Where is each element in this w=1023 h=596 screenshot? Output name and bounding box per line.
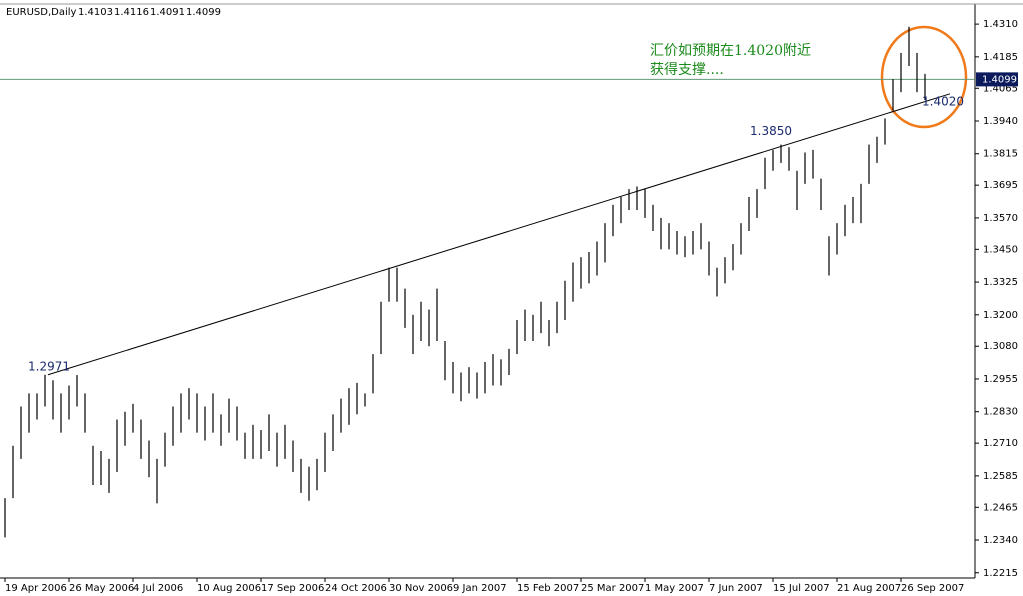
y-tick-label: 1.3325: [983, 277, 1018, 288]
price-box: [976, 72, 1018, 87]
symbol: EURUSD,Daily: [6, 7, 77, 18]
header-value: 1.4103: [78, 7, 113, 18]
x-tick-label: 25 Mar 2007: [581, 583, 644, 594]
x-tick-label: 26 Sep 2007: [901, 583, 964, 594]
annotation: 1.2971: [28, 359, 70, 373]
trendline: [47, 93, 951, 376]
x-tick-label: 15 Feb 2007: [517, 583, 579, 594]
y-tick-label: 1.2215: [983, 568, 1018, 579]
y-tick-label: 1.4065: [983, 83, 1018, 94]
y-tick-label: 1.4310: [983, 19, 1018, 30]
y-tick-label: 1.2710: [983, 438, 1018, 449]
x-tick-label: 15 Jul 2007: [773, 583, 830, 594]
x-tick-label: 26 May 2006: [69, 583, 134, 594]
y-tick-label: 1.3080: [983, 341, 1018, 352]
x-tick-label: 17 Sep 2006: [261, 583, 324, 594]
header-value: 1.4099: [186, 7, 221, 18]
x-tick-label: 19 Apr 2006: [5, 583, 67, 594]
y-tick-label: 1.2955: [983, 374, 1018, 385]
y-tick-label: 1.3450: [983, 244, 1018, 255]
y-tick-label: 1.2465: [983, 502, 1018, 513]
x-tick-label: 1 May 2007: [645, 583, 704, 594]
header-value: 1.4116: [114, 7, 149, 18]
x-tick-label: 30 Nov 2006: [389, 583, 453, 594]
price-label: 1.4099: [982, 74, 1017, 85]
y-tick-label: 1.3570: [983, 213, 1018, 224]
x-tick-label: 4 Jul 2006: [133, 583, 183, 594]
x-tick-label: 7 Jun 2007: [709, 583, 763, 594]
x-tick-label: 10 Aug 2006: [197, 583, 261, 594]
y-tick-label: 1.3815: [983, 149, 1018, 160]
highlight-circle: [880, 25, 968, 129]
x-tick-label: 21 Aug 2007: [837, 583, 901, 594]
annotation: 1.4020: [922, 95, 964, 109]
y-tick-label: 1.2830: [983, 407, 1018, 418]
x-tick-label: 9 Jan 2007: [453, 583, 507, 594]
y-tick-label: 1.4185: [983, 52, 1018, 63]
y-tick-label: 1.2340: [983, 535, 1018, 546]
y-tick-label: 1.3940: [983, 116, 1018, 127]
note: 汇价如预期在1.4020附近: [650, 43, 811, 59]
note: 获得支撑....: [650, 61, 724, 78]
y-tick-label: 1.2585: [983, 471, 1018, 482]
y-tick-label: 1.3200: [983, 310, 1018, 321]
header-value: 1.4091: [150, 7, 185, 18]
x-tick-label: 24 Oct 2006: [325, 583, 387, 594]
y-tick-label: 1.3695: [983, 180, 1018, 191]
annotation: 1.3850: [750, 124, 792, 138]
